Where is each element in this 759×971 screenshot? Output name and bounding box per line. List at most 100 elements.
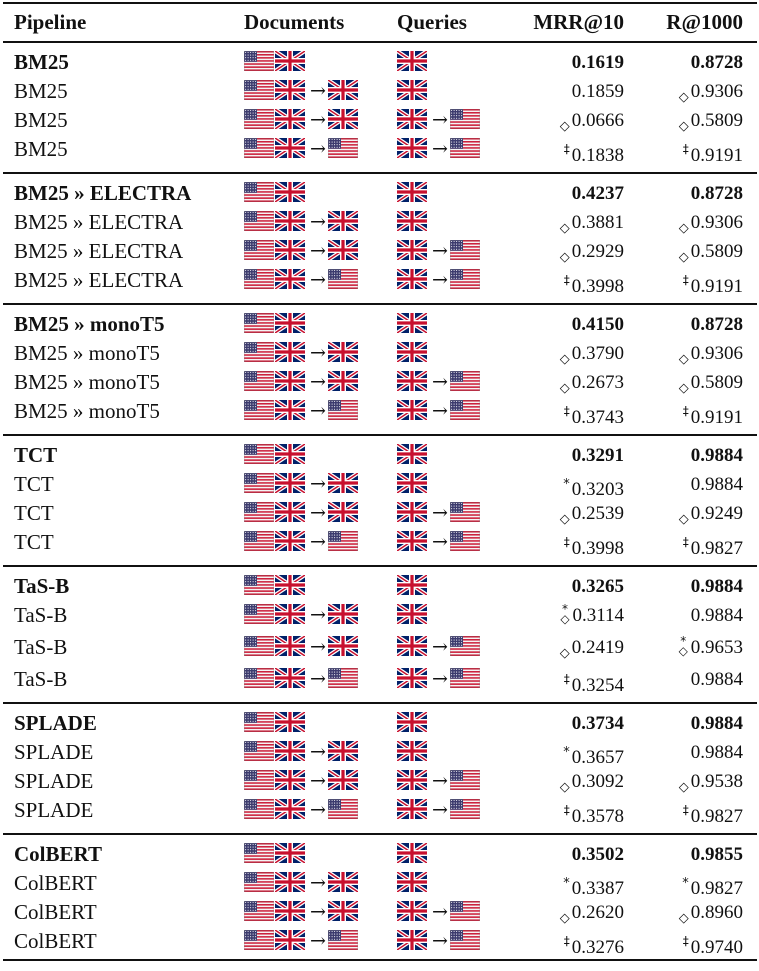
- mrr-cell: ◇ 0.0666: [560, 106, 624, 135]
- queries-cell: →: [397, 665, 481, 694]
- significance-marker: ‡: [682, 142, 689, 156]
- us-flag-icon: [244, 901, 274, 921]
- documents-cell: [244, 179, 306, 208]
- us-flag-icon: [327, 668, 358, 688]
- recall-value: 0.9884: [690, 669, 743, 690]
- documents-cell: [244, 310, 306, 339]
- arrow-icon: →: [432, 240, 448, 262]
- uk-flag-icon: [327, 80, 358, 100]
- table-row: BM25 » ELECTRA → → ‡ 0.3998 ‡ 0.9191: [0, 266, 759, 297]
- us-flag-icon: [449, 930, 480, 950]
- us-flag-icon: [449, 901, 480, 921]
- pipeline-cell: BM25: [14, 50, 69, 74]
- mrr-cell: ‡ 0.3743: [564, 397, 624, 428]
- queries-cell: →: [397, 528, 481, 557]
- significance-marker: ‡: [682, 273, 689, 287]
- us-flag-icon: [449, 531, 480, 551]
- pipeline-cell: ColBERT: [14, 871, 97, 895]
- arrow-icon: →: [432, 799, 448, 821]
- recall-cell: ◇ 0.9306: [679, 208, 743, 237]
- recall-value: 0.9306: [690, 81, 743, 102]
- mrr-cell: ‡ 0.3254: [564, 665, 624, 696]
- mrr-cell: 0.3502: [572, 840, 624, 869]
- us-flag-icon: [327, 269, 358, 289]
- uk-flag-icon: [275, 80, 305, 100]
- us-flag-icon: [244, 930, 274, 950]
- documents-cell: →: [244, 601, 359, 630]
- significance-marker: ◇: [559, 352, 570, 367]
- documents-cell: [244, 441, 306, 470]
- us-flag-icon: [244, 138, 274, 158]
- recall-cell: 0.9884: [691, 665, 743, 694]
- mrr-cell: ◇ 0.3092: [560, 767, 624, 796]
- mrr-cell: * 0.3657: [563, 738, 624, 768]
- mrr-value: 0.1619: [571, 52, 624, 73]
- table-row: TCT → → ‡ 0.3998 ‡ 0.9827: [0, 528, 759, 559]
- queries-cell: [397, 208, 428, 237]
- uk-flag-icon: [275, 575, 305, 595]
- recall-cell: ‡ 0.9740: [683, 927, 743, 958]
- recall-cell: 0.9884: [691, 441, 743, 470]
- recall-cell: ‡ 0.9827: [683, 796, 743, 827]
- header-pipeline: Pipeline: [14, 10, 87, 34]
- queries-cell: [397, 738, 428, 767]
- recall-value: 0.5809: [690, 110, 743, 131]
- arrow-icon: →: [310, 473, 326, 495]
- recall-value: 0.5809: [690, 372, 743, 393]
- significance-marker: *: [563, 477, 570, 492]
- recall-cell: 0.8728: [691, 310, 743, 339]
- us-flag-icon: [244, 636, 274, 656]
- us-flag-icon: [327, 799, 358, 819]
- uk-flag-icon: [275, 371, 305, 391]
- arrow-icon: →: [432, 138, 448, 160]
- recall-value: 0.8728: [690, 314, 743, 335]
- uk-flag-icon: [275, 400, 305, 420]
- table-row: BM25 » monoT5 0.4150 0.8728: [0, 310, 759, 339]
- table-row: SPLADE → → ‡ 0.3578 ‡ 0.9827: [0, 796, 759, 827]
- uk-flag-icon: [397, 51, 427, 71]
- table-row: ColBERT → * 0.3387 * 0.9827: [0, 869, 759, 899]
- uk-flag-icon: [327, 109, 358, 129]
- uk-flag-icon: [397, 80, 427, 100]
- recall-cell: * ◇ 0.9653: [678, 633, 743, 662]
- uk-flag-icon: [275, 211, 305, 231]
- arrow-icon: →: [432, 901, 448, 923]
- table-row: BM25 → 0.1859 ◇ 0.9306: [0, 77, 759, 106]
- pipeline-cell: TCT: [14, 501, 54, 525]
- uk-flag-icon: [397, 502, 427, 522]
- uk-flag-icon: [327, 872, 358, 892]
- mrr-value: 0.1838: [571, 145, 624, 166]
- pipeline-cell: BM25 » ELECTRA: [14, 268, 184, 292]
- pipeline-cell: TCT: [14, 530, 54, 554]
- us-flag-icon: [244, 313, 274, 333]
- uk-flag-icon: [275, 269, 305, 289]
- recall-cell: ‡ 0.9191: [682, 266, 743, 297]
- mrr-cell: ◇ 0.3790: [560, 339, 624, 368]
- uk-flag-icon: [397, 843, 427, 863]
- documents-cell: [244, 709, 306, 738]
- us-flag-icon: [449, 502, 480, 522]
- queries-cell: [397, 572, 428, 601]
- us-flag-icon: [327, 138, 358, 158]
- significance-marker: ◇: [559, 221, 570, 236]
- uk-flag-icon: [275, 109, 305, 129]
- mrr-cell: ◇ 0.2419: [560, 633, 624, 662]
- recall-cell: * 0.9827: [682, 869, 743, 899]
- queries-cell: →: [397, 237, 481, 266]
- table-header: Pipeline Documents Queries MRR@10 R@1000: [0, 8, 759, 37]
- pipeline-cell: BM25 » monoT5: [14, 399, 160, 423]
- table-top-rule: [3, 2, 757, 4]
- arrow-icon: →: [310, 872, 326, 894]
- uk-flag-icon: [397, 473, 427, 493]
- significance-marker: ◇: [678, 90, 689, 105]
- us-flag-icon: [244, 269, 274, 289]
- recall-value: 0.9306: [690, 343, 743, 364]
- recall-cell: ◇ 0.5809: [679, 237, 743, 266]
- significance-marker: ‡: [563, 142, 570, 156]
- mrr-value: 0.3734: [571, 713, 624, 734]
- mrr-cell: 0.4237: [572, 179, 624, 208]
- mrr-cell: 0.3734: [572, 709, 624, 738]
- uk-flag-icon: [397, 444, 427, 464]
- pipeline-cell: ColBERT: [14, 842, 102, 866]
- table-row: SPLADE → → ◇ 0.3092 ◇ 0.9538: [0, 767, 759, 796]
